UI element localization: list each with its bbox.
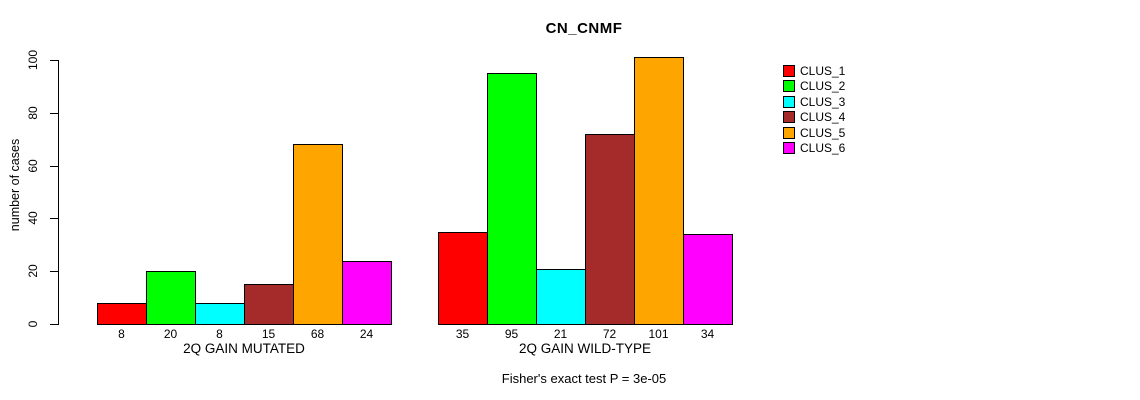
y-axis-line	[58, 60, 59, 325]
bar-clus_2	[146, 271, 196, 325]
bar-clus_6	[683, 234, 733, 325]
legend-item: CLUS_1	[783, 63, 845, 78]
y-axis-tick	[50, 112, 58, 114]
bar-value-label: 8	[216, 327, 223, 341]
legend-swatch	[783, 111, 795, 123]
legend-item: CLUS_2	[783, 79, 845, 94]
bar-clus_5	[293, 144, 343, 325]
legend-label: CLUS_5	[800, 125, 846, 140]
bar-value-label: 35	[455, 327, 470, 341]
legend-swatch	[783, 126, 795, 139]
legend-swatch	[783, 80, 795, 92]
y-axis-tick-label: 80	[26, 106, 40, 120]
bar-value-label: 72	[602, 327, 617, 341]
y-axis-label: number of cases	[8, 138, 22, 232]
legend-swatch	[783, 95, 795, 108]
legend-item: CLUS_6	[783, 141, 845, 156]
y-axis-tick-label: 40	[26, 211, 40, 226]
legend-item: CLUS_5	[783, 125, 845, 140]
bar-clus_4	[585, 134, 635, 325]
bar-value-label: 95	[504, 327, 519, 341]
y-axis-tick-label: 60	[26, 158, 40, 173]
y-axis-tick	[50, 271, 58, 273]
bar-clus_3	[195, 303, 245, 325]
bar-value-label: 34	[700, 327, 715, 341]
bar-clus_1	[438, 232, 488, 325]
legend-label: CLUS_6	[800, 141, 846, 155]
y-axis-tick-label: 20	[26, 264, 40, 278]
bar-clus_3	[536, 269, 586, 325]
chart-title: CN_CNMF	[545, 20, 623, 37]
bar-value-label: 101	[648, 327, 669, 341]
y-axis-tick-label: 100	[26, 49, 40, 71]
y-axis-tick	[50, 324, 58, 325]
x-group-label: 2Q GAIN WILD-TYPE	[518, 341, 652, 356]
bar-value-label: 21	[553, 327, 568, 341]
bar-value-label: 24	[359, 327, 374, 341]
bar-clus_5	[634, 57, 684, 325]
bar-value-label: 8	[118, 327, 125, 341]
bar-clus_1	[97, 303, 147, 325]
bar-value-label: 20	[163, 327, 178, 341]
bar-value-label: 15	[261, 327, 276, 341]
y-axis-tick	[50, 165, 58, 167]
legend-label: CLUS_3	[800, 94, 846, 109]
y-axis-tick	[50, 60, 58, 61]
x-group-label: 2Q GAIN MUTATED	[183, 341, 305, 356]
legend-label: CLUS_2	[800, 79, 846, 93]
bar-value-label: 68	[310, 327, 325, 341]
footnote-text: Fisher's exact test P = 3e-05	[501, 371, 667, 386]
legend-swatch	[783, 64, 795, 77]
legend-label: CLUS_1	[800, 63, 846, 78]
legend-item: CLUS_4	[783, 110, 845, 125]
bar-clus_6	[342, 261, 392, 325]
legend-item: CLUS_3	[783, 94, 845, 109]
legend-swatch	[783, 142, 795, 154]
y-axis-tick-label: 0	[26, 320, 40, 328]
y-axis-tick	[50, 218, 58, 220]
legend-label: CLUS_4	[800, 110, 846, 124]
bar-clus_4	[244, 284, 294, 325]
bar-clus_2	[487, 73, 537, 325]
